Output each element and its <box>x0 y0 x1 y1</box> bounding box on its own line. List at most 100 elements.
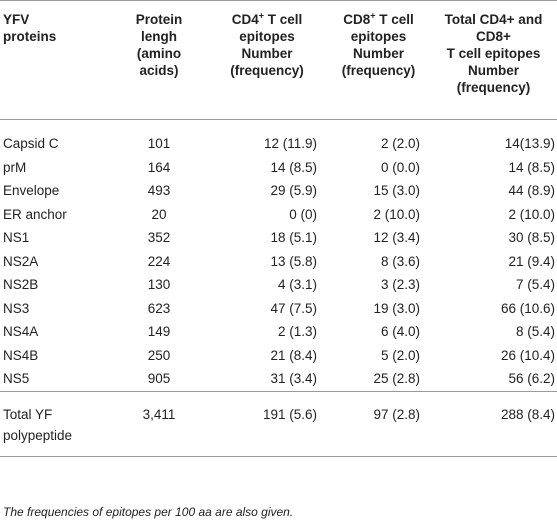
header-cd4-epitopes: CD4+ T cell epitopes Number (frequency) <box>207 1 327 120</box>
cell-length: 250 <box>147 347 171 363</box>
header-line: Total CD4+ and <box>444 12 543 27</box>
cell-cd4: 21 (8.4) <box>270 347 317 363</box>
table-row: NS5 905 31 (3.4) 25 (2.8) 56 (6.2) <box>0 367 557 391</box>
superscript-plus: + <box>370 10 376 21</box>
header-line: T cell <box>375 12 414 27</box>
cell-protein: NS1 <box>3 230 30 246</box>
total-row: Total YF polypeptide 3,411 191 (5.6) 97 … <box>0 391 557 456</box>
header-row: YFV proteins Protein lengh (amino acids)… <box>0 0 557 120</box>
cell-cd4: 29 (5.9) <box>270 183 317 199</box>
table-row: NS4B 250 21 (8.4) 5 (2.0) 26 (10.4) <box>0 344 557 368</box>
header-line: T cell epitopes <box>446 46 541 61</box>
header-line: Protein <box>135 12 183 27</box>
cell-total: 7 (5.4) <box>515 277 555 293</box>
header-total-epitopes: Total CD4+ and CD8+ T cell epitopes Numb… <box>430 1 557 120</box>
cell-cd8: 0 (0.0) <box>380 159 420 175</box>
header-line: CD4 <box>231 12 259 27</box>
cell-cd4: 2 (1.3) <box>277 324 317 340</box>
table-row: Capsid C 101 12 (11.9) 2 (2.0) 14(13.9) <box>0 120 557 156</box>
header-line: acids) <box>139 63 179 78</box>
epitope-table: YFV proteins Protein lengh (amino acids)… <box>0 0 557 456</box>
cell-total: 8 (5.4) <box>515 324 555 340</box>
header-yfv-proteins: YFV proteins <box>0 1 111 120</box>
cell-total: 14 (8.5) <box>508 159 555 175</box>
cell-cd4: 13 (5.8) <box>270 253 317 269</box>
cell-total: 30 (8.5) <box>508 230 555 246</box>
header-line: proteins <box>3 29 57 44</box>
cell-protein: ER anchor <box>3 206 67 222</box>
table-footnote: The frequencies of epitopes per 100 aa a… <box>3 505 294 519</box>
table-row: prM 164 14 (8.5) 0 (0.0) 14 (8.5) <box>0 156 557 180</box>
cell-protein: Capsid C <box>3 136 59 152</box>
header-line: (frequency) <box>230 63 304 78</box>
cell-protein-total: Total YF polypeptide <box>0 391 111 456</box>
cell-total: 2 (10.0) <box>508 206 555 222</box>
cell-length: 493 <box>147 183 171 199</box>
header-line: T cell <box>264 12 303 27</box>
cell-cd8: 2 (2.0) <box>380 136 420 152</box>
cell-total: 26 (10.4) <box>500 347 555 363</box>
cell-total: 66 (10.6) <box>500 300 555 316</box>
cell-length: 905 <box>147 371 171 387</box>
cell-cd4: 12 (11.9) <box>263 136 317 152</box>
header-line: (frequency) <box>456 80 531 95</box>
header-protein-length: Protein lengh (amino acids) <box>111 1 207 120</box>
cell-cd4-total: 191 (5.6) <box>262 406 317 422</box>
cell-protein: Envelope <box>3 183 60 199</box>
total-label-line: polypeptide <box>3 427 73 443</box>
header-line: CD8+ <box>476 29 511 44</box>
cell-protein: NS3 <box>3 300 30 316</box>
cell-total: 44 (8.9) <box>508 183 555 199</box>
cell-cd8: 8 (3.6) <box>380 253 420 269</box>
table-row: NS1 352 18 (5.1) 12 (3.4) 30 (8.5) <box>0 226 557 250</box>
cell-total-total: 288 (8.4) <box>500 406 555 422</box>
table-row: NS2A 224 13 (5.8) 8 (3.6) 21 (9.4) <box>0 250 557 274</box>
header-line: lengh <box>141 29 177 44</box>
cell-cd8: 2 (10.0) <box>373 206 420 222</box>
cell-protein: prM <box>3 159 27 175</box>
header-line: epitopes <box>239 29 295 44</box>
table-row: ER anchor 20 0 (0) 2 (10.0) 2 (10.0) <box>0 203 557 227</box>
cell-cd8: 25 (2.8) <box>373 371 420 387</box>
cell-cd8: 15 (3.0) <box>373 183 420 199</box>
cell-cd8: 6 (4.0) <box>380 324 420 340</box>
cell-cd4: 0 (0) <box>289 206 317 222</box>
cell-length: 20 <box>151 206 167 222</box>
cell-cd4: 31 (3.4) <box>270 371 317 387</box>
header-cd8-epitopes: CD8+ T cell epitopes Number (frequency) <box>327 1 430 120</box>
header-line: Number <box>352 46 404 61</box>
header-line: (frequency) <box>341 63 416 78</box>
table-row: NS4A 149 2 (1.3) 6 (4.0) 8 (5.4) <box>0 320 557 344</box>
total-label-line: Total YF <box>3 406 53 422</box>
cell-length: 130 <box>147 277 171 293</box>
table-row: NS2B 130 4 (3.1) 3 (2.3) 7 (5.4) <box>0 273 557 297</box>
header-line: epitopes <box>350 29 407 44</box>
cell-length-total: 3,411 <box>142 406 176 422</box>
cell-protein: NS4B <box>3 347 39 363</box>
cell-protein: NS2B <box>3 277 39 293</box>
cell-length: 623 <box>147 300 171 316</box>
cell-protein: NS2A <box>3 253 39 269</box>
cell-cd8: 3 (2.3) <box>380 277 420 293</box>
cell-cd8: 19 (3.0) <box>373 300 420 316</box>
cell-protein: NS5 <box>3 371 30 387</box>
cell-cd8: 12 (3.4) <box>373 230 420 246</box>
header-line: CD8 <box>343 12 371 27</box>
cell-total: 56 (6.2) <box>508 371 555 387</box>
header-line: Number <box>241 46 293 61</box>
cell-total: 21 (9.4) <box>508 253 555 269</box>
cell-length: 224 <box>147 253 171 269</box>
cell-length: 164 <box>147 159 171 175</box>
header-line: YFV <box>3 12 30 27</box>
cell-cd4: 18 (5.1) <box>270 230 317 246</box>
cell-cd4: 4 (3.1) <box>277 277 317 293</box>
cell-cd4: 14 (8.5) <box>270 159 317 175</box>
header-line: (amino <box>136 46 182 61</box>
cell-length: 149 <box>147 324 171 340</box>
superscript-plus: + <box>258 10 264 21</box>
cell-cd4: 47 (7.5) <box>270 300 317 316</box>
cell-length: 101 <box>147 136 171 152</box>
cell-protein: NS4A <box>3 324 39 340</box>
table-row: Envelope 493 29 (5.9) 15 (3.0) 44 (8.9) <box>0 179 557 203</box>
